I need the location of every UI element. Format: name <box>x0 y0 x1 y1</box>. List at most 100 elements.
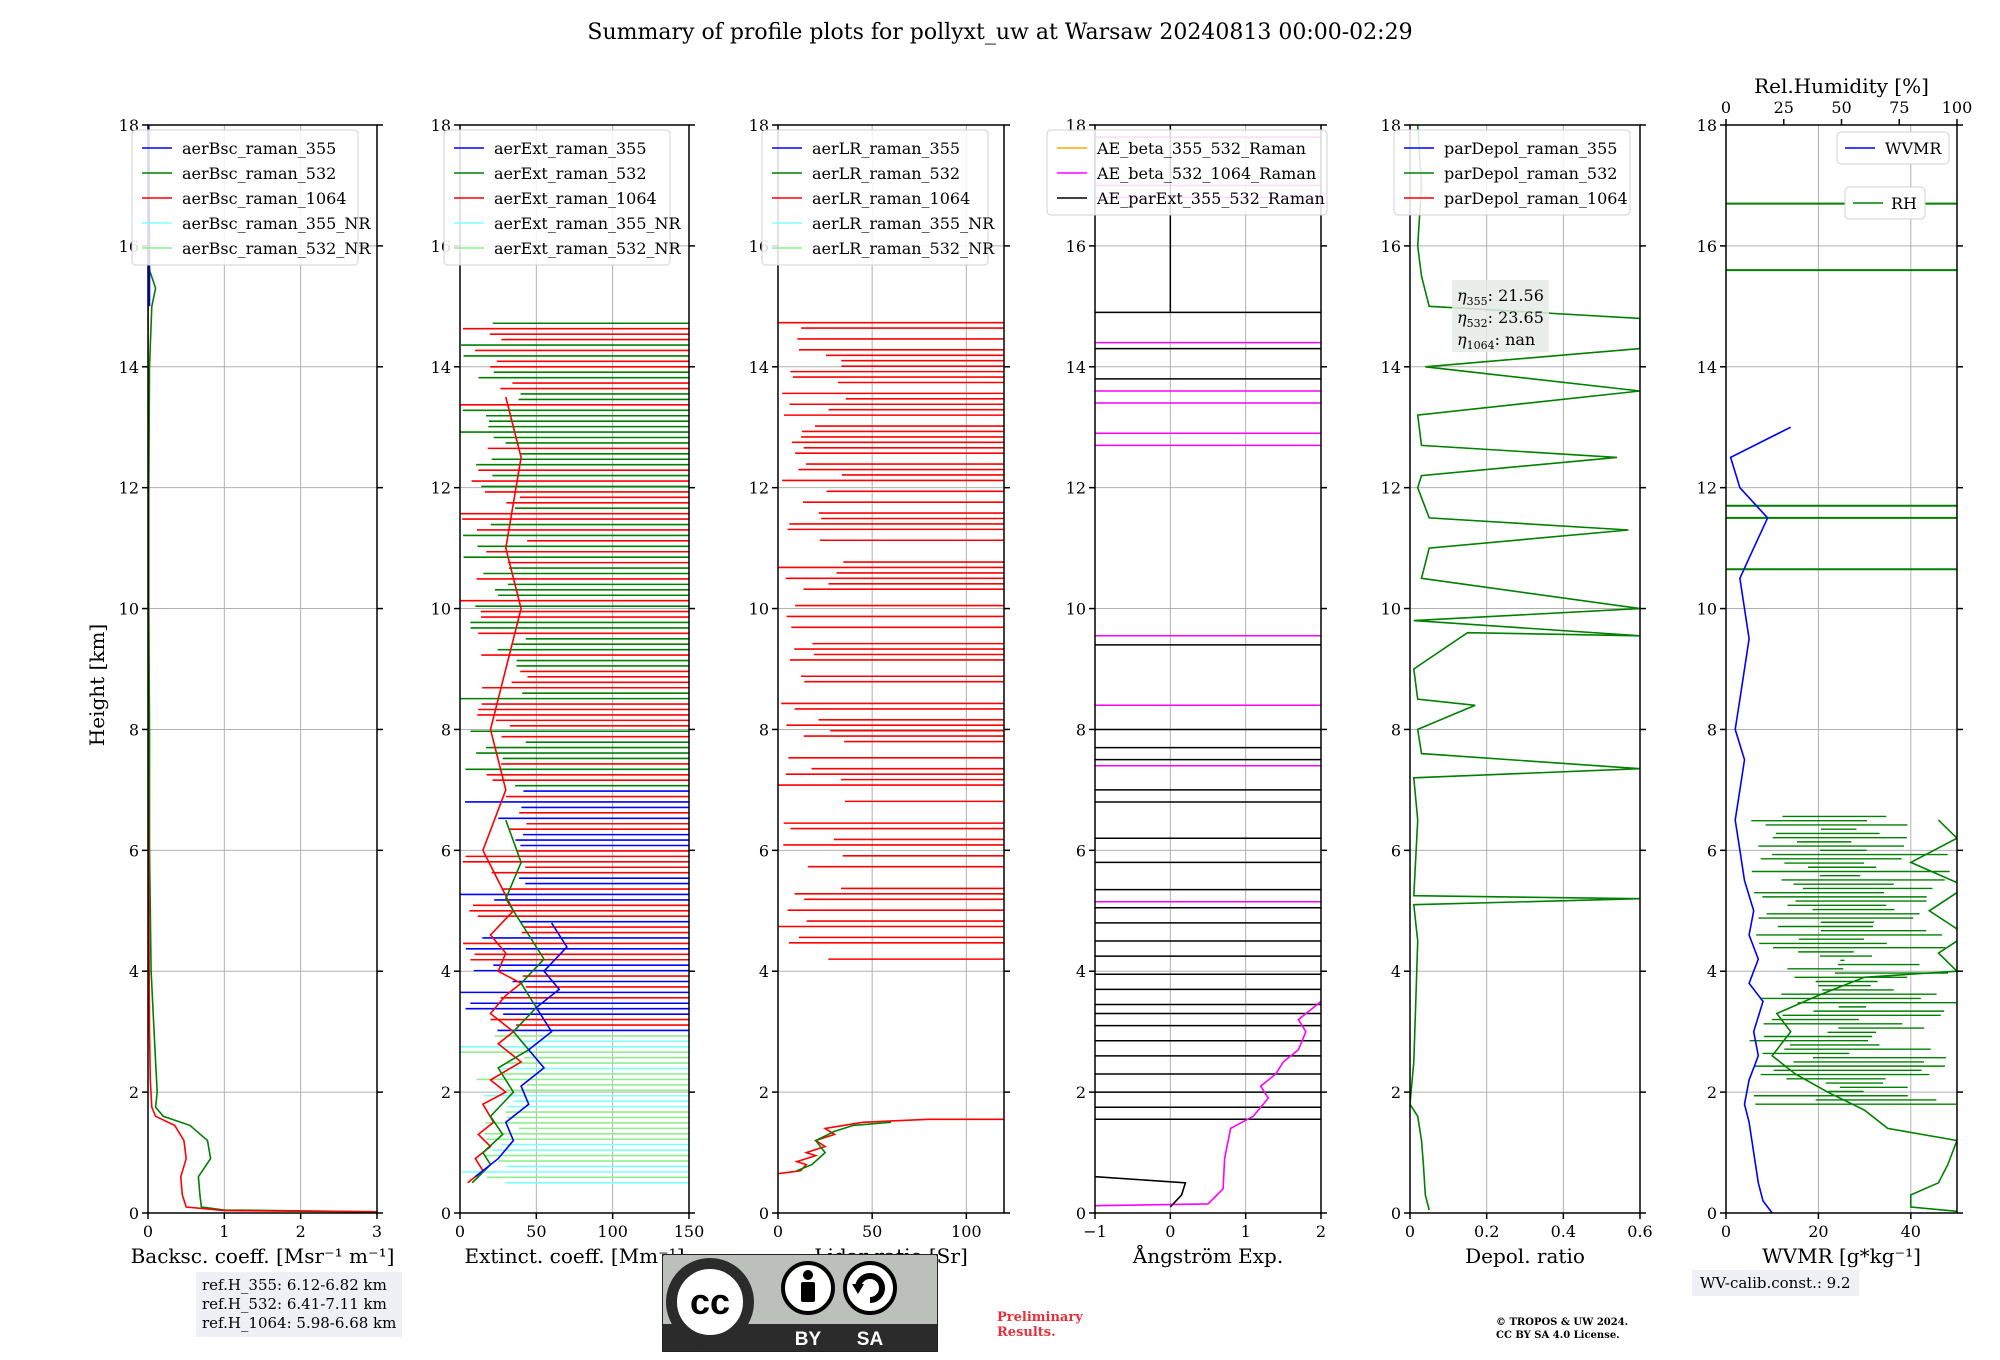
x-tick-label: 0 <box>1165 1222 1175 1241</box>
eta-text: : nan <box>1495 330 1536 349</box>
y-tick-label: 14 <box>1066 358 1086 377</box>
y-tick-label: 2 <box>759 1083 769 1102</box>
y-tick-label: 12 <box>1381 479 1401 498</box>
legend-label: aerBsc_raman_532 <box>182 164 336 183</box>
legend-label: aerLR_raman_532_NR <box>812 239 995 258</box>
copyright-line-2: CC BY SA 4.0 License. <box>1496 1330 1620 1341</box>
y-tick-label: 12 <box>119 479 139 498</box>
x-tick-label: 1 <box>219 1222 229 1241</box>
copyright-note: © TROPOS & UW 2024. CC BY SA 4.0 License… <box>1496 1316 1628 1342</box>
legend-label: aerLR_raman_1064 <box>812 189 970 208</box>
y-tick-label: 12 <box>1066 479 1086 498</box>
eta-value-1064: η1064: nan <box>1457 330 1535 352</box>
y-tick-label: 14 <box>1381 358 1401 377</box>
y-tick-label: 2 <box>1707 1083 1717 1102</box>
y-tick-label: 4 <box>759 962 769 981</box>
legend-label: parDepol_raman_355 <box>1444 139 1617 158</box>
top-tick-label: 75 <box>1889 98 1909 117</box>
legend-label: aerLR_raman_355_NR <box>812 214 995 233</box>
profile-bands <box>1095 125 1321 1121</box>
y-tick-label: 8 <box>1076 720 1086 739</box>
eta-value-355: η355: 21.56 <box>1457 286 1544 308</box>
legend-label: AE_parExt_355_532_Raman <box>1096 189 1325 208</box>
x-tick-label: 2 <box>296 1222 306 1241</box>
y-tick-label: 8 <box>441 720 451 739</box>
x-axis-label: Depol. ratio <box>1465 1244 1585 1268</box>
top-tick-label: 100 <box>1942 98 1973 117</box>
legend-label: aerLR_raman_532 <box>812 164 960 183</box>
x-tick-label: 0 <box>143 1222 153 1241</box>
y-axis-label: Height [km] <box>85 624 109 746</box>
y-tick-label: 2 <box>1076 1083 1086 1102</box>
x-tick-label: 0.4 <box>1551 1222 1576 1241</box>
y-tick-label: 0 <box>129 1204 139 1223</box>
series-line-aerLR_raman_532 <box>796 1121 892 1172</box>
eta-text: : 21.56 <box>1488 286 1544 305</box>
legend-box <box>443 129 671 266</box>
eta-symbol: η <box>1457 330 1467 349</box>
legend: aerLR_raman_355 aerLR_raman_532 aerLR_rama… <box>761 129 995 266</box>
y-tick-label: 0 <box>1707 1204 1717 1223</box>
legend-label: RH <box>1891 194 1917 213</box>
series-line-parDepol_raman_532 <box>1410 125 1640 1211</box>
x-tick-label: 0 <box>773 1222 783 1241</box>
legend: aerExt_raman_355 aerExt_raman_532 aerExt_r… <box>443 129 682 266</box>
legend-label: WVMR <box>1885 139 1942 158</box>
y-tick-label: 14 <box>1697 358 1717 377</box>
legend-label: aerBsc_raman_532_NR <box>182 239 371 258</box>
legend-label: aerExt_raman_532_NR <box>494 239 682 258</box>
y-tick-label: 0 <box>1076 1204 1086 1223</box>
legend-label: aerBsc_raman_355 <box>182 139 336 158</box>
y-tick-label: 0 <box>759 1204 769 1223</box>
eta-symbol: η <box>1457 308 1467 327</box>
eta-symbol: η <box>1457 286 1467 305</box>
y-tick-label: 10 <box>1381 600 1401 619</box>
axes-frame <box>147 124 378 1214</box>
x-tick-label: 0 <box>1405 1222 1415 1241</box>
series-line-WVMR <box>1729 426 1792 1213</box>
y-tick-label: 14 <box>749 358 769 377</box>
x-tick-label: 2 <box>1316 1222 1326 1241</box>
top-axis-label: Rel.Humidity [%] <box>1754 74 1929 98</box>
preliminary-line-1: Preliminary <box>997 1310 1083 1325</box>
y-tick-label: 8 <box>1391 720 1401 739</box>
series-line-AE_parExt_355_532_Raman <box>1095 1175 1187 1208</box>
y-tick-label: 16 <box>1066 237 1086 256</box>
x-tick-label: 3 <box>372 1222 382 1241</box>
x-tick-label: 0 <box>455 1222 465 1241</box>
y-tick-label: 10 <box>1697 600 1717 619</box>
panel-wv: 0 20 40 0 2 4 6 8 10 12 14 16 18 WVMR [g*kg⁻¹] 0 25 50 75… <box>1697 74 1973 1268</box>
wv-calibration-box: WV-calib.const.: 9.2 <box>1692 1270 1859 1296</box>
legend-label: aerExt_raman_1064 <box>494 189 657 208</box>
x-tick-label: 0 <box>1721 1222 1731 1241</box>
y-tick-label: 10 <box>431 600 451 619</box>
y-tick-label: 16 <box>1381 237 1401 256</box>
legend-rh: RH <box>1844 186 1926 220</box>
y-tick-label: 4 <box>1076 962 1086 981</box>
ref-height-1064: ref.H_1064: 5.98-6.68 km <box>202 1314 397 1332</box>
x-tick-label: 50 <box>526 1222 546 1241</box>
by-label: BY <box>795 1329 822 1350</box>
ref-height-532: ref.H_532: 6.41-7.11 km <box>202 1295 387 1313</box>
y-tick-label: 4 <box>1707 962 1717 981</box>
legend-label: parDepol_raman_532 <box>1444 164 1617 183</box>
y-tick-label: 10 <box>749 600 769 619</box>
top-tick-label: 25 <box>1774 98 1794 117</box>
y-tick-label: 4 <box>1391 962 1401 981</box>
y-tick-label: 2 <box>441 1083 451 1102</box>
y-tick-label: 6 <box>129 841 139 860</box>
legend-box <box>1046 129 1328 216</box>
y-tick-label: 6 <box>1707 841 1717 860</box>
x-tick-label: 150 <box>674 1222 705 1241</box>
legend-label: aerExt_raman_355 <box>494 139 647 158</box>
y-tick-label: 12 <box>431 479 451 498</box>
y-tick-label: 0 <box>1391 1204 1401 1223</box>
legend-label: AE_beta_532_1064_Raman <box>1096 164 1316 183</box>
y-tick-label: 6 <box>759 841 769 860</box>
y-tick-label: 0 <box>441 1204 451 1223</box>
sa-label: SA <box>857 1329 884 1350</box>
y-tick-label: 6 <box>1076 841 1086 860</box>
eta-subscript: 355 <box>1467 295 1488 308</box>
